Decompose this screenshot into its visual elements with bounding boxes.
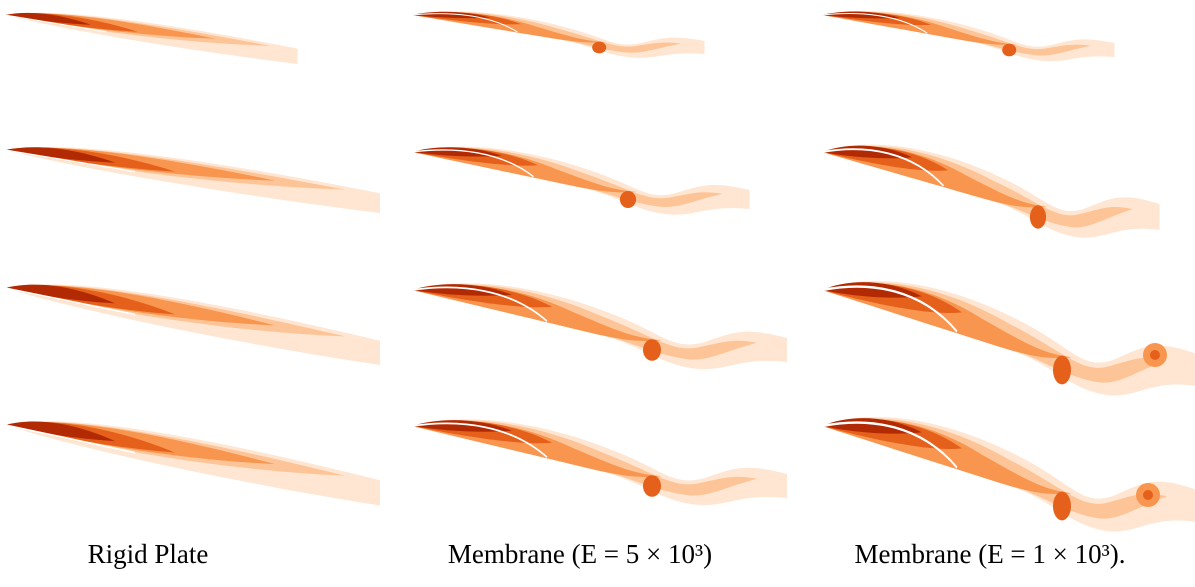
panel-membrane5-2	[412, 147, 750, 215]
panel-rigid-2	[5, 147, 380, 213]
panel-membrane5-1	[412, 11, 705, 58]
caption: Rigid Plate	[88, 539, 209, 569]
caption: Membrane (E = 1 × 10³).	[855, 539, 1126, 569]
panel-membrane1-3	[822, 281, 1195, 396]
panel-membrane1-4	[822, 417, 1195, 532]
panel-membrane5-4	[412, 419, 787, 505]
figure: Rigid Plate Membrane (E = 5 × 10³) Membr…	[0, 0, 1195, 587]
panel-membrane5-3	[412, 283, 787, 369]
panel-membrane1-1	[822, 11, 1115, 61]
panel-rigid-4	[5, 421, 380, 505]
panel-rigid-3	[5, 284, 380, 365]
caption: Membrane (E = 5 × 10³)	[448, 539, 712, 569]
panel-rigid-1	[5, 13, 298, 64]
page: Rigid Plate Membrane (E = 5 × 10³) Membr…	[0, 0, 1195, 587]
panel-membrane1-2	[822, 145, 1160, 238]
